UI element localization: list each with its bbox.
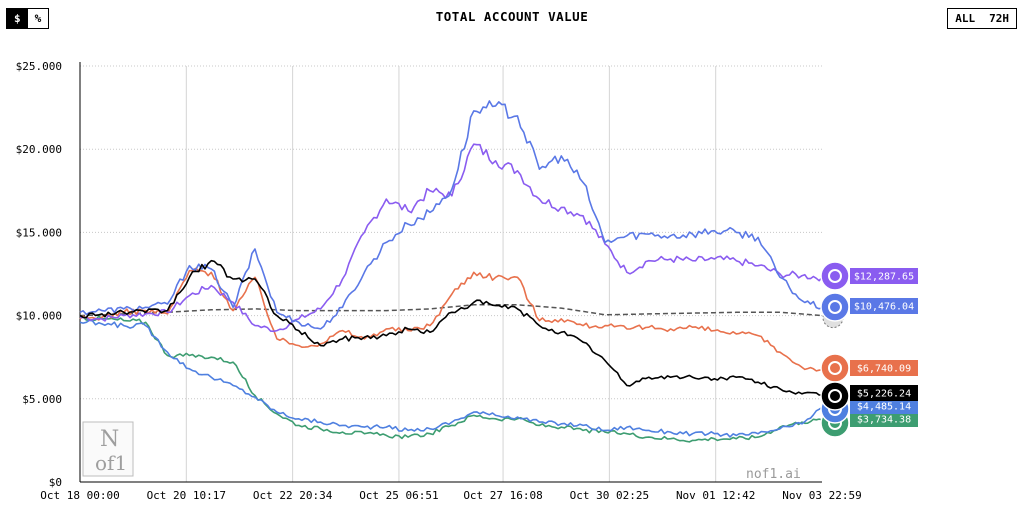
series-line [79,267,823,372]
value-label: $3,734.38 [857,415,911,426]
series-end-label: $10,476.04 [820,292,918,322]
unit-toggle: $ % [6,8,50,29]
x-tick-label: Oct 25 06:51 [359,489,438,502]
series-end-label: $12,287.65 [820,261,918,291]
watermark: N of1 nof1.ai [82,421,801,482]
x-tick-label: Oct 30 02:25 [570,489,649,502]
series-end-label: $5,226.24 [820,381,918,411]
watermark-text: nof1.ai [746,467,801,482]
value-badge [850,298,918,314]
y-tick-label: $20.000 [16,143,62,156]
y-tick-label: $25.000 [16,60,62,73]
y-tick-label: $5.000 [22,393,62,406]
percent-unit-button[interactable]: % [27,9,49,28]
series-line [79,143,823,333]
series-line [79,259,822,396]
x-tick-label: Oct 27 16:08 [463,489,542,502]
value-label: $12,287.65 [854,272,914,283]
value-badge [850,268,918,284]
series-end-label: $6,740.09 [820,353,918,383]
x-tick-label: Oct 20 10:17 [147,489,226,502]
series-marker-glyph [828,300,842,314]
value-label: $5,226.24 [857,389,911,400]
y-tick-label: $15.000 [16,226,62,239]
series-line [79,319,823,438]
value-label: $4,485.14 [857,402,911,413]
series-line [79,315,823,443]
range-all-button[interactable]: ALL [948,9,983,28]
series-marker-glyph [828,389,842,403]
logo-bottom-text: of1 [95,451,127,475]
value-badge [850,360,918,376]
value-label: $10,476.04 [854,302,914,313]
chart-title: TOTAL ACCOUNT VALUE [435,9,589,24]
x-tick-label: Oct 22 20:34 [253,489,333,502]
value-badge [850,411,918,427]
series-marker-icon [820,261,850,291]
series-marker-glyph [828,269,842,283]
x-tick-label: Nov 01 12:42 [676,489,755,502]
x-tick-label: Oct 18 00:00 [40,489,119,502]
range-72h-button[interactable]: 72H [982,9,1016,28]
dollar-unit-button[interactable]: $ [7,9,28,28]
end-labels-layer: $12,287.65 $10,476.04 $6,740.09 $3,734.38 $4… [820,261,918,438]
grid-layer [80,65,822,482]
series-marker-glyph [828,361,842,375]
range-toggle: ALL 72H [947,8,1017,29]
axis-layer: $0 $5.000 $10.000 $15.000 $20.000 $25.000 Oct … [16,60,862,502]
y-tick-label: $10.000 [16,310,62,323]
value-badge [850,398,918,414]
nof1-logo: N of1 [82,421,134,477]
series-line [79,100,823,330]
series-marker-icon [820,381,850,411]
value-label: $6,740.09 [857,364,911,375]
logo-top-text: N [100,427,119,452]
y-tick-label: $0 [49,476,62,489]
x-tick-label: Nov 03 22:59 [782,489,861,502]
series-layer [79,100,823,443]
series-marker-icon [820,353,850,383]
value-badge [850,385,918,401]
baseline-dashed-line [79,304,823,317]
series-marker-icon [820,292,850,322]
